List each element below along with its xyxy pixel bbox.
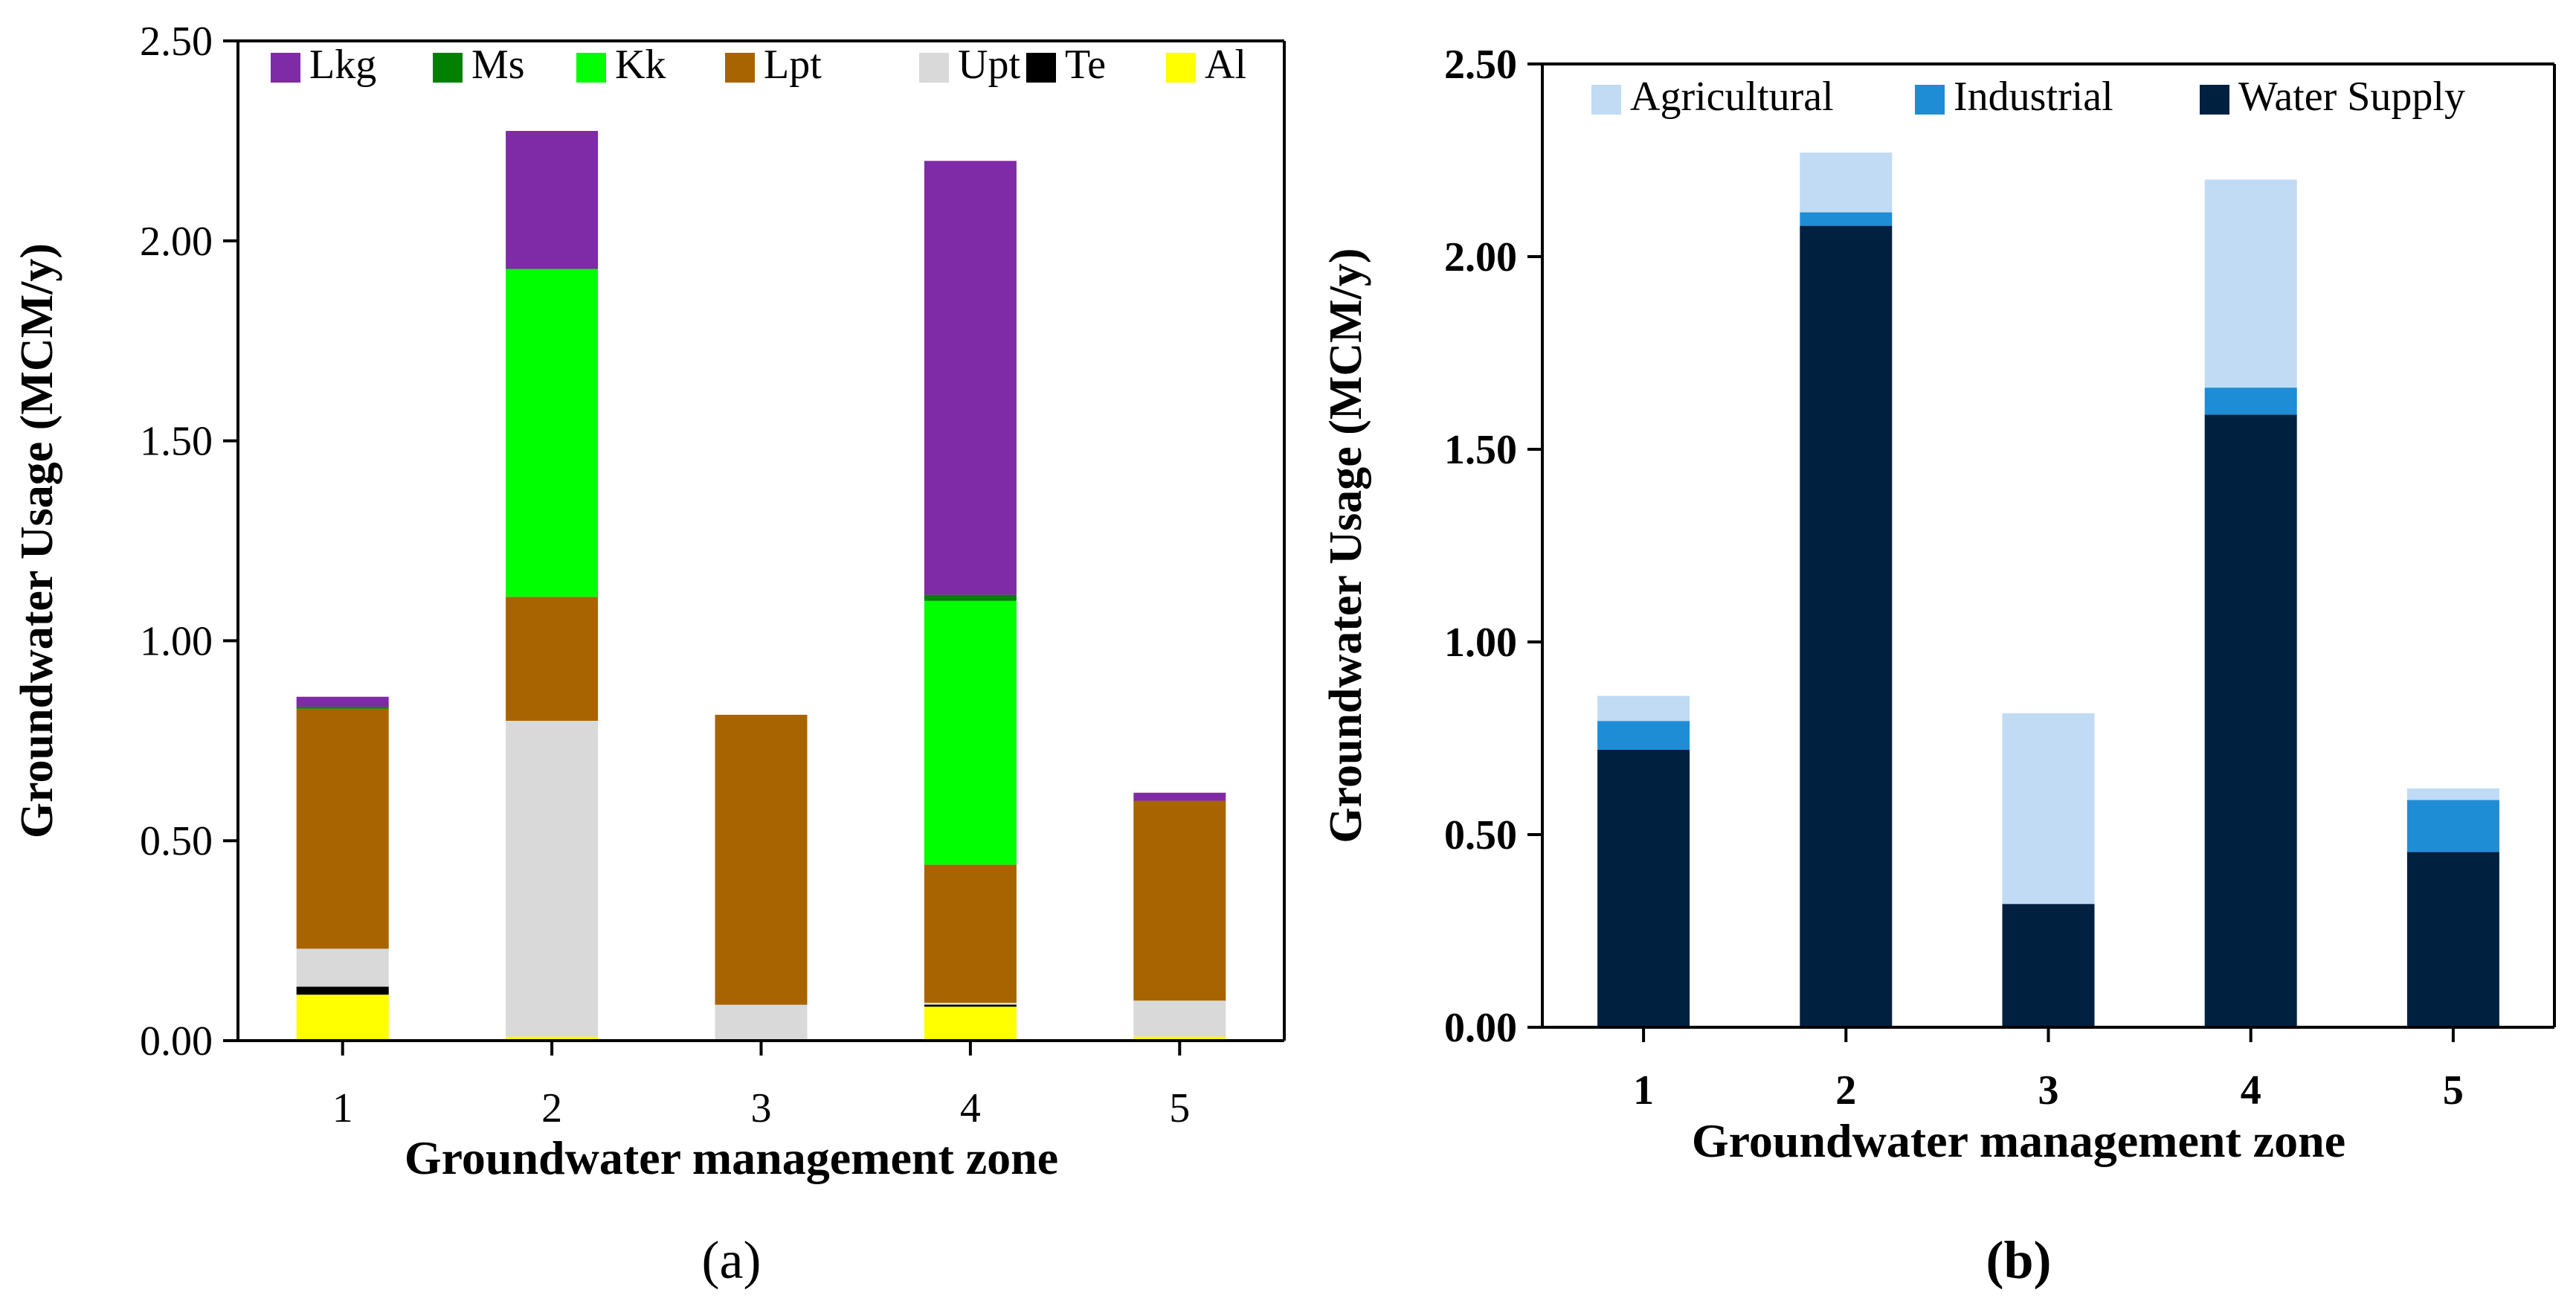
bar-segment-ms-zone-1 (296, 707, 389, 709)
bar-segment-kk-zone-4 (924, 600, 1017, 865)
bar-segment-agricultural-zone-2 (1800, 152, 1893, 213)
bar-segment-agricultural-zone-5 (2406, 788, 2499, 800)
bar-segment-al-zone-2 (506, 1036, 599, 1041)
bar-segment-water-supply-zone-1 (1597, 750, 1690, 1027)
y-tick-label: 1.00 (140, 618, 213, 664)
y-axis-title: Groundwater Usage (MCM/y) (12, 243, 62, 838)
legend: Lkg Ms Kk Lpt Upt Te Al (271, 42, 1246, 88)
bar-segment-agricultural-zone-3 (2002, 713, 2095, 905)
y-tick-label: 0.50 (140, 818, 213, 864)
legend-label-industrial: Industrial (1954, 74, 2113, 120)
bar-segment-lkg-zone-2 (506, 131, 599, 269)
bar-segment-lpt-zone-4 (924, 864, 1017, 1003)
legend: Agricultural Industrial Water Supply (1591, 74, 2465, 120)
bar-segment-al-zone-4 (924, 1006, 1017, 1041)
x-axis-title: Groundwater management zone (1692, 1114, 2345, 1167)
legend-label-ms: Ms (471, 42, 525, 88)
bar-segment-industrial-zone-2 (1800, 212, 1893, 226)
legend-swatch-kk (576, 53, 606, 83)
bar-segment-lpt-zone-3 (715, 714, 808, 1005)
bar-segment-water-supply-zone-5 (2406, 852, 2499, 1027)
bar-segment-lkg-zone-5 (1133, 792, 1226, 801)
bar-segment-upt-zone-5 (1133, 1000, 1226, 1037)
bar-segment-water-supply-zone-3 (2002, 904, 2095, 1027)
chart-panel-b: 0.00 0.50 1.00 1.50 2.00 2.50 1 2 3 4 5 Groundwater… (1321, 42, 2556, 1290)
bar-segment-te-zone-1 (296, 986, 389, 995)
legend-swatch-upt (919, 53, 949, 83)
x-tick-label: 5 (1169, 1085, 1190, 1131)
y-tick-label: 0.50 (1444, 812, 1517, 858)
bar-segment-kk-zone-2 (506, 269, 599, 597)
bar-segment-upt-zone-1 (296, 948, 389, 987)
bar-segment-agricultural-zone-1 (1597, 696, 1690, 722)
y-tick-label: 2.00 (140, 219, 213, 265)
bar-segment-lkg-zone-4 (924, 161, 1017, 595)
bar-segment-lpt-zone-1 (296, 708, 389, 949)
x-tick-label: 3 (751, 1085, 772, 1131)
legend-label-lkg: Lkg (309, 42, 376, 88)
legend-swatch-industrial (1915, 85, 1945, 115)
y-tick-label: 2.50 (140, 19, 213, 65)
bar-segment-te-zone-4 (924, 1004, 1017, 1007)
bar-segment-lpt-zone-2 (506, 597, 599, 721)
bar-segment-industrial-zone-4 (2204, 388, 2297, 415)
panel-label: (b) (1986, 1230, 2052, 1290)
bar-segment-industrial-zone-1 (1597, 721, 1690, 750)
bar-segment-lpt-zone-5 (1133, 800, 1226, 1001)
y-tick-label: 0.00 (140, 1018, 213, 1064)
x-tick-label: 4 (960, 1085, 981, 1131)
bar-segment-al-zone-1 (296, 995, 389, 1041)
y-axis-title: Groundwater Usage (MCM/y) (1321, 248, 1371, 843)
legend-swatch-lkg (271, 53, 300, 83)
legend-swatch-lpt (725, 53, 755, 83)
bar-segment-upt-zone-3 (715, 1004, 808, 1041)
legend-swatch-al (1166, 53, 1196, 83)
x-tick-label: 1 (1633, 1067, 1654, 1114)
y-tick-label: 2.00 (1444, 234, 1517, 280)
x-tick-label: 2 (1835, 1067, 1856, 1114)
x-tick-label: 2 (541, 1085, 562, 1131)
bar-segment-industrial-zone-5 (2406, 800, 2499, 852)
legend-label-lpt: Lpt (764, 42, 822, 88)
x-tick-label: 3 (2038, 1067, 2059, 1114)
y-tick-label: 1.50 (1444, 427, 1517, 473)
legend-swatch-agricultural (1591, 85, 1621, 115)
x-tick-label: 4 (2241, 1067, 2261, 1114)
bar-segment-ms-zone-4 (924, 594, 1017, 601)
bar-segment-agricultural-zone-4 (2204, 179, 2297, 388)
x-tick-label: 5 (2443, 1067, 2464, 1114)
bar-segment-water-supply-zone-2 (1800, 225, 1893, 1028)
bar-segment-upt-zone-4 (924, 1002, 1017, 1005)
x-tick-label: 1 (332, 1085, 353, 1131)
legend-swatch-te (1026, 53, 1056, 83)
legend-label-te: Te (1065, 42, 1106, 88)
y-tick-label: 1.00 (1444, 620, 1517, 666)
legend-label-al: Al (1205, 42, 1246, 88)
y-tick-label: 1.50 (140, 419, 213, 465)
legend-swatch-water-supply (2200, 85, 2229, 115)
y-tick-label: 2.50 (1444, 42, 1517, 88)
chart-panel-a: 0.00 0.50 1.00 1.50 2.00 2.50 1 2 3 4 5 Groundwater… (12, 19, 1286, 1290)
x-axis-title: Groundwater management zone (405, 1131, 1058, 1184)
legend-label-upt: Upt (958, 42, 1020, 88)
y-tick-label: 0.00 (1444, 1005, 1517, 1051)
bar-segment-al-zone-5 (1133, 1036, 1226, 1041)
legend-label-kk: Kk (615, 42, 666, 88)
legend-label-water-supply: Water Supply (2238, 74, 2465, 120)
legend-label-agricultural: Agricultural (1630, 74, 1834, 120)
panel-label: (a) (702, 1230, 761, 1290)
bar-segment-upt-zone-2 (506, 720, 599, 1037)
bar-segment-lkg-zone-1 (296, 696, 389, 707)
legend-swatch-ms (433, 53, 463, 83)
bar-segment-water-supply-zone-4 (2204, 414, 2297, 1027)
